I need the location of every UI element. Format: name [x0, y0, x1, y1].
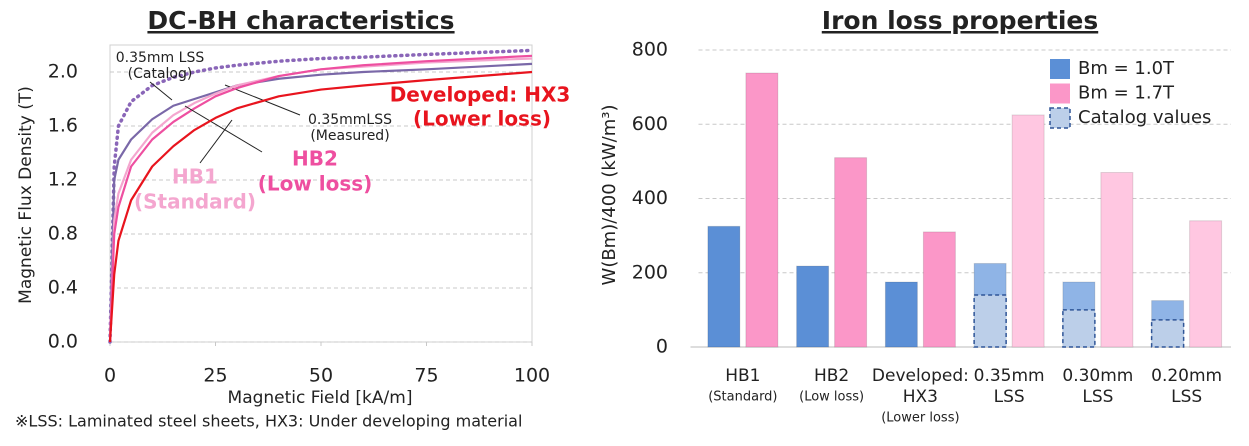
series-label: (Catalog): [128, 66, 193, 82]
y-tick-label: 0: [656, 336, 668, 358]
line-series: [108, 48, 534, 344]
x-tick-label: 0: [104, 365, 116, 387]
x-tick-label: 75: [414, 365, 438, 387]
x-tick-label: 0.30mm: [1062, 366, 1133, 386]
y-tick-label: 800: [632, 39, 668, 61]
bar: [973, 294, 1007, 348]
bar: [796, 265, 830, 348]
legend-label: Bm = 1.7T: [1078, 83, 1175, 104]
x-tick-label: Developed:: [872, 366, 969, 386]
bar: [922, 231, 956, 348]
footnote: ※LSS: Laminated steel sheets, HX3: Under…: [15, 412, 522, 431]
series-label: (Low loss): [258, 172, 373, 196]
bar: [1062, 309, 1096, 348]
y-tick-label: 0.4: [48, 277, 78, 299]
legend-label: Catalog values: [1078, 107, 1211, 128]
bar: [745, 72, 779, 348]
x-tick-label: 100: [514, 365, 550, 387]
y-tick-label: 2.0: [48, 61, 78, 83]
x-tick-label: LSS: [1171, 387, 1202, 407]
y-tick-label: 600: [632, 113, 668, 135]
bar: [1100, 172, 1134, 348]
y-tick-label: 1.6: [48, 115, 78, 137]
line-series: [108, 62, 533, 343]
x-tick-note: (Lower loss): [881, 411, 959, 426]
y-tick-label: 200: [632, 261, 668, 283]
series-label: (Standard): [134, 190, 256, 214]
legend-swatch: [1049, 107, 1071, 129]
line-series: [108, 70, 533, 343]
series-label: HB2: [292, 147, 338, 171]
x-tick-label: LSS: [994, 387, 1025, 407]
line-series: [108, 57, 533, 343]
line-series: [108, 54, 533, 343]
leader-line: [184, 105, 263, 153]
legend-swatch: [1050, 83, 1070, 104]
bar: [1011, 114, 1045, 348]
series-label: HB1: [172, 165, 218, 189]
chart-title: DC-BH characteristics: [147, 6, 454, 35]
x-axis-label: Magnetic Field [kA/m]: [228, 388, 413, 408]
x-tick-label: 50: [309, 365, 333, 387]
y-axis-label: W(Bm)/400 (kW/m³): [599, 105, 620, 286]
leader-line: [149, 81, 173, 101]
legend-label: Bm = 1.0T: [1078, 58, 1175, 79]
bar: [834, 157, 868, 348]
x-tick-label: HB2: [814, 366, 849, 386]
y-tick-label: 0.8: [48, 223, 78, 245]
y-tick-label: 0.0: [48, 331, 78, 353]
x-tick-note: (Low loss): [799, 390, 864, 405]
series-label: Developed: HX3: [390, 83, 571, 107]
bar: [1189, 220, 1223, 348]
series-label: 0.35mmLSS: [308, 112, 392, 128]
y-tick-label: 400: [632, 187, 668, 209]
y-axis-label: Magnetic Flux Density (T): [16, 86, 36, 304]
legend-swatch: [1050, 59, 1070, 79]
x-tick-label: 0.35mm: [974, 366, 1045, 386]
series-label: (Measured): [310, 128, 389, 144]
chart-title: Iron loss properties: [822, 6, 1098, 35]
x-tick-label: HX3: [903, 387, 938, 407]
series-label: 0.35mm LSS: [116, 50, 205, 66]
x-tick-label: 25: [203, 365, 227, 387]
x-tick-note: (Standard): [708, 390, 777, 405]
leader-line: [199, 119, 233, 164]
x-tick-label: HB1: [725, 366, 760, 386]
bar: [1150, 319, 1185, 348]
x-tick-label: LSS: [1082, 387, 1113, 407]
series-label: (Lower loss): [413, 107, 551, 131]
bar: [884, 281, 918, 348]
bar: [707, 225, 741, 348]
y-tick-label: 1.2: [48, 169, 78, 191]
x-tick-label: 0.20mm: [1151, 366, 1222, 386]
